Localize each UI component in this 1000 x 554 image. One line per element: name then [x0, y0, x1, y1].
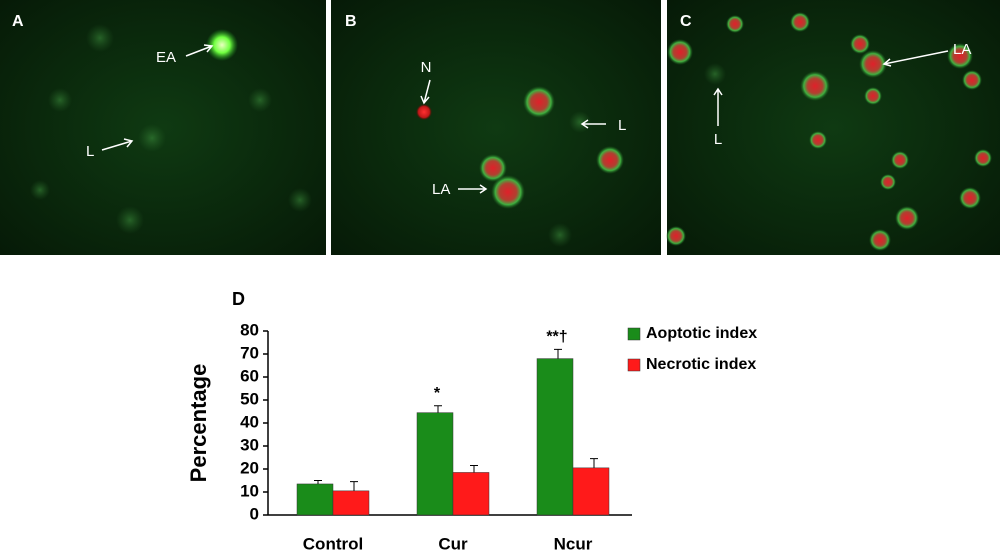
- arrow: [185, 44, 214, 57]
- y-tick-label: 70: [240, 343, 259, 362]
- error-bar: [434, 405, 442, 413]
- bar: [572, 467, 610, 516]
- y-tick-label: 20: [240, 458, 259, 477]
- annotation: LA: [953, 41, 971, 58]
- legend-label: Aoptotic index: [646, 325, 757, 342]
- y-tick-label: 60: [240, 366, 259, 385]
- x-tick-label: Control: [303, 534, 363, 553]
- significance-label: *: [434, 385, 441, 402]
- panel-label: B: [345, 13, 357, 30]
- arrow: [420, 79, 431, 105]
- significance-label: **†: [546, 329, 567, 346]
- bar: [452, 472, 490, 516]
- y-tick-label: 30: [240, 435, 259, 454]
- error-bar: [554, 348, 562, 359]
- arrow: [882, 50, 949, 67]
- error-bar: [470, 465, 478, 473]
- y-tick-label: 80: [240, 320, 259, 339]
- y-tick-label: 40: [240, 412, 259, 431]
- legend-swatch: [627, 358, 641, 372]
- annotation: L: [714, 131, 722, 148]
- legend-label: Necrotic index: [646, 356, 756, 373]
- bar: [296, 483, 334, 516]
- y-tick-label: 50: [240, 389, 259, 408]
- panel-label: D: [232, 289, 245, 309]
- annotation: L: [618, 117, 626, 134]
- annotation: EA: [156, 49, 176, 66]
- error-bar: [314, 480, 322, 484]
- x-tick-label: Cur: [438, 534, 468, 553]
- bar: [416, 412, 454, 516]
- panel-label: C: [680, 13, 692, 30]
- micrograph-c: C LA L: [666, 0, 1000, 255]
- arrow: [458, 184, 488, 194]
- bar-chart: D Percentage 0 10 20 30 40 50 60 70 80 Control Cur…: [186, 289, 757, 554]
- bar: [332, 490, 370, 516]
- annotation: L: [86, 143, 94, 160]
- panel-label: A: [12, 13, 24, 30]
- y-tick-label: 10: [240, 481, 259, 500]
- micrograph-b: B N L LA: [331, 0, 661, 255]
- arrow: [713, 87, 723, 126]
- arrow: [101, 138, 134, 151]
- annotation: LA: [432, 181, 450, 198]
- x-tick-label: Ncur: [554, 534, 593, 553]
- arrow: [580, 119, 606, 129]
- micrograph-a: A EA L: [0, 0, 326, 255]
- legend-swatch: [627, 327, 641, 341]
- error-bar: [590, 458, 598, 468]
- bar: [536, 358, 574, 516]
- error-bar: [350, 481, 358, 491]
- y-axis-label: Percentage: [186, 364, 211, 483]
- y-tick-label: 0: [250, 504, 259, 523]
- annotation: N: [421, 59, 432, 76]
